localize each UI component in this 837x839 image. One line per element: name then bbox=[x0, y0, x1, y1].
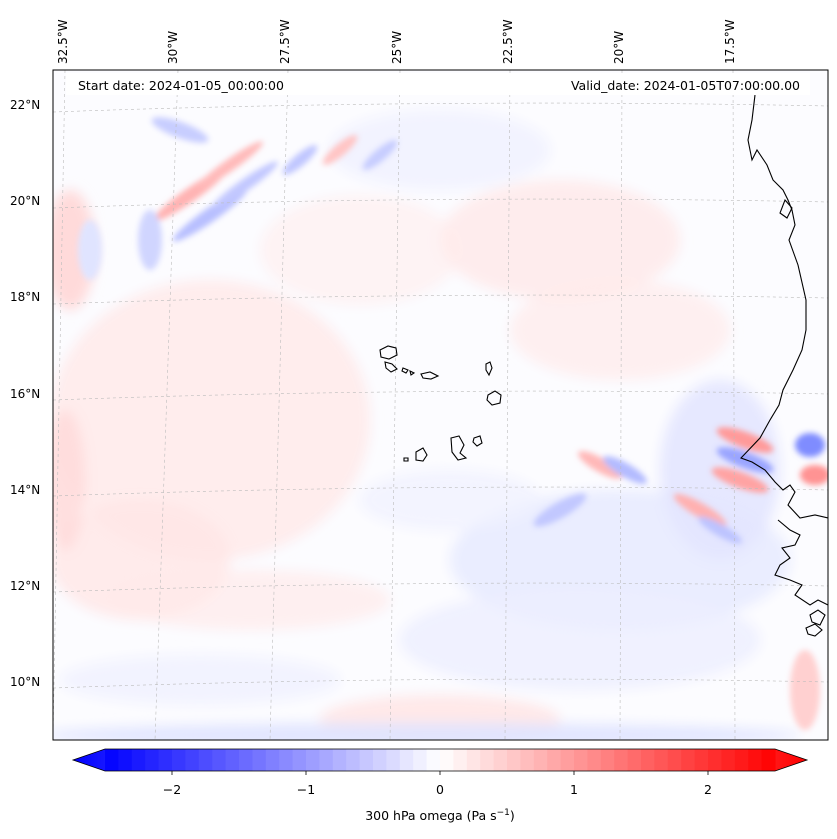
colorbar-swatch bbox=[466, 749, 481, 771]
lon-label-27-5w: 27.5°W bbox=[278, 19, 292, 64]
colorbar-swatch bbox=[131, 749, 146, 771]
colorbar-swatch bbox=[440, 749, 454, 771]
colorbar-swatch bbox=[667, 749, 682, 771]
colorbar-swatch bbox=[359, 749, 374, 771]
colorbar-swatch bbox=[172, 749, 186, 771]
lat-label-22n: 22°N bbox=[10, 98, 41, 112]
colorbar-swatch bbox=[145, 749, 160, 771]
colorbar-swatch bbox=[198, 749, 213, 771]
start-date-label: Start date: 2024-01-05_00:00:00 bbox=[78, 78, 284, 93]
header-strip bbox=[66, 73, 810, 95]
colorbar-swatch bbox=[239, 749, 253, 771]
colorbar-tick-1: 1 bbox=[570, 782, 578, 797]
colorbar-swatch bbox=[373, 749, 387, 771]
colorbar-label-text: 300 hPa omega (Pa s bbox=[365, 808, 497, 824]
colorbar-swatch bbox=[185, 749, 200, 771]
lon-label-22-5w: 22.5°W bbox=[501, 19, 515, 64]
colorbar-tick-neg2: −2 bbox=[162, 782, 182, 797]
colorbar-swatch bbox=[708, 749, 722, 771]
lat-label-14n: 14°N bbox=[10, 483, 41, 497]
colorbar-swatch bbox=[212, 749, 227, 771]
valid-date-label: Valid_date: 2024-01-05T07:00:00.00 bbox=[570, 78, 800, 93]
colorbar-swatch bbox=[694, 749, 709, 771]
colorbar-swatch bbox=[748, 749, 763, 771]
africa-coastline bbox=[740, 94, 828, 519]
lon-label-32-5w: 32.5°W bbox=[56, 19, 70, 64]
colorbar-swatch bbox=[507, 749, 521, 771]
colorbar-swatch bbox=[319, 749, 334, 771]
coastline bbox=[379, 94, 828, 637]
colorbar-swatch bbox=[574, 749, 588, 771]
colorbar-swatch bbox=[734, 749, 749, 771]
omega-field bbox=[53, 70, 828, 740]
lon-label-25w: 25°W bbox=[390, 30, 404, 64]
colorbar-swatch bbox=[426, 749, 441, 771]
colorbar-swatch bbox=[265, 749, 280, 771]
colorbar-swatch bbox=[413, 749, 428, 771]
colorbar-swatch bbox=[520, 749, 535, 771]
colorbar-swatch bbox=[641, 749, 655, 771]
colorbar-swatch bbox=[225, 749, 240, 771]
colorbar-swatch bbox=[279, 749, 294, 771]
colorbar-swatch bbox=[118, 749, 133, 771]
colorbar-swatch bbox=[654, 749, 669, 771]
colorbar-swatch bbox=[614, 749, 629, 771]
colorbar-tick-2: 2 bbox=[704, 782, 712, 797]
colorbar-swatch bbox=[627, 749, 642, 771]
colorbar-swatch bbox=[560, 749, 575, 771]
colorbar-tick-0: 0 bbox=[436, 782, 444, 797]
colorbar-swatch bbox=[386, 749, 401, 771]
colorbar-swatch bbox=[480, 749, 495, 771]
cape-verde-islands bbox=[379, 345, 398, 360]
colorbar-swatch bbox=[453, 749, 468, 771]
graticule bbox=[53, 70, 828, 740]
colorbar-swatch bbox=[721, 749, 736, 771]
colorbar-swatch bbox=[292, 749, 307, 771]
lat-label-16n: 16°N bbox=[10, 387, 41, 401]
colorbar-swatch bbox=[158, 749, 173, 771]
map-frame bbox=[52, 69, 829, 741]
lon-label-17-5w: 17.5°W bbox=[723, 19, 737, 64]
lon-label-20w: 20°W bbox=[612, 30, 626, 64]
lat-label-18n: 18°N bbox=[10, 290, 41, 304]
colorbar-swatch bbox=[399, 749, 414, 771]
colorbar-swatch bbox=[332, 749, 347, 771]
lat-label-20n: 20°N bbox=[10, 194, 41, 208]
lon-label-30w: 30°W bbox=[166, 30, 180, 64]
colorbar-tick-neg1: −1 bbox=[296, 782, 316, 797]
colorbar-swatch bbox=[105, 749, 119, 771]
colorbar-swatch bbox=[306, 749, 320, 771]
colorbar-swatch bbox=[252, 749, 267, 771]
colorbar-label-close: ) bbox=[509, 808, 515, 824]
colorbar-swatch bbox=[533, 749, 548, 771]
colorbar-swatches bbox=[105, 749, 776, 771]
colorbar-swatch bbox=[493, 749, 508, 771]
colorbar-swatch bbox=[600, 749, 615, 771]
lat-label-10n: 10°N bbox=[10, 675, 41, 689]
colorbar-swatch bbox=[587, 749, 602, 771]
colorbar-swatch bbox=[681, 749, 696, 771]
colorbar-swatch bbox=[547, 749, 562, 771]
colorbar bbox=[71, 748, 809, 775]
colorbar-swatch bbox=[346, 749, 361, 771]
colorbar-swatch bbox=[761, 749, 776, 771]
colorbar-label: 300 hPa omega (Pa s−1) bbox=[365, 808, 515, 823]
lat-label-12n: 12°N bbox=[10, 579, 41, 593]
colorbar-label-exponent: −1 bbox=[496, 808, 510, 818]
